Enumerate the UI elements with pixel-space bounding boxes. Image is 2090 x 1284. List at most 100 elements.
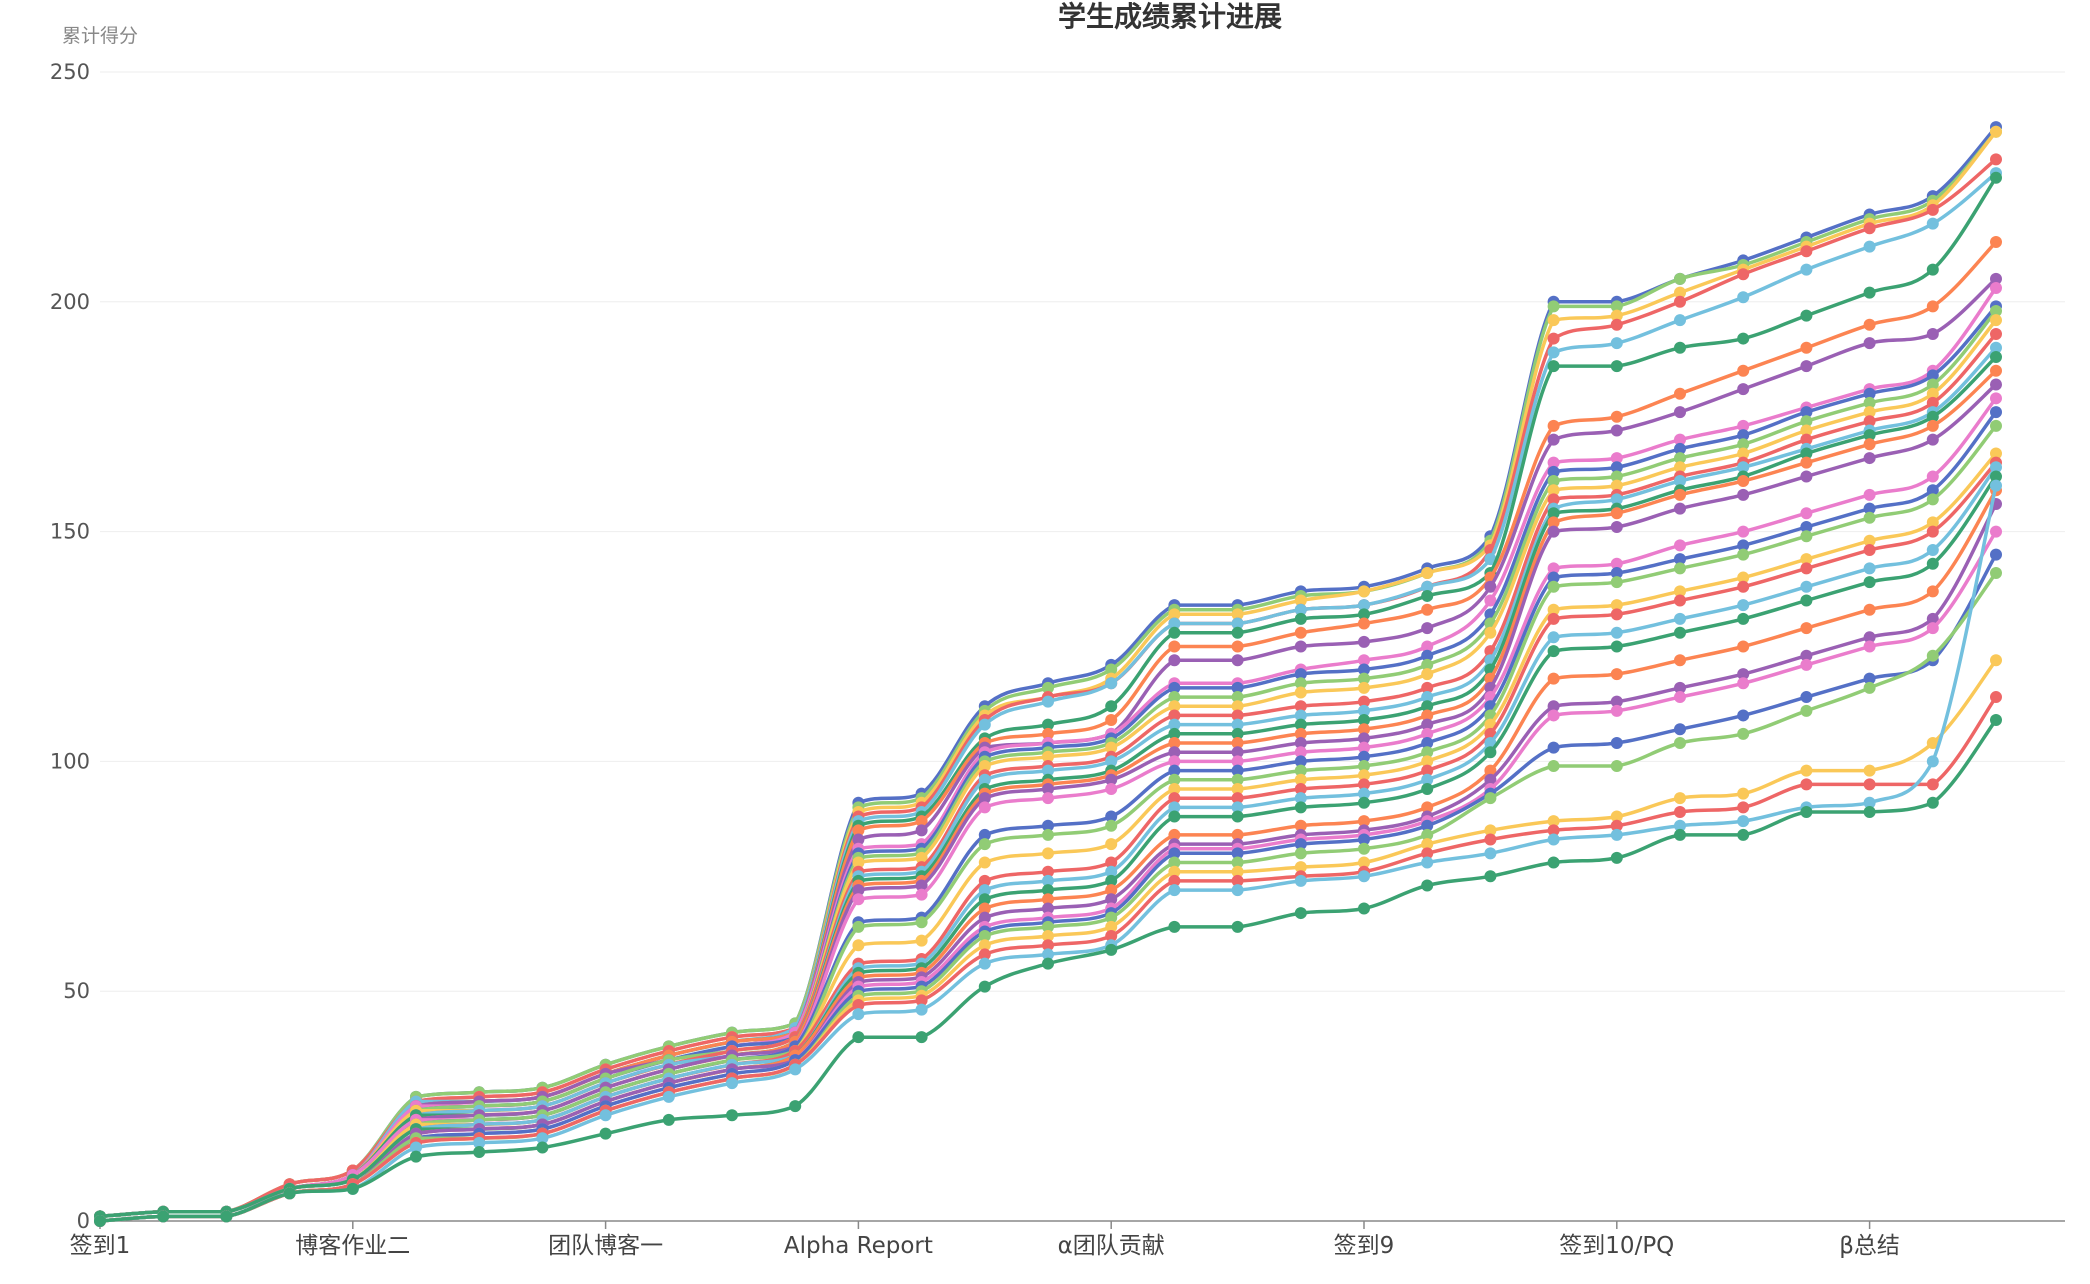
data-point[interactable] [1294, 838, 1307, 851]
data-point[interactable] [1800, 507, 1813, 520]
data-point[interactable] [1674, 792, 1686, 805]
data-point[interactable] [1863, 452, 1876, 465]
data-point[interactable] [1042, 920, 1054, 933]
data-point[interactable] [1800, 470, 1813, 483]
data-point[interactable] [410, 1141, 422, 1154]
data-point[interactable] [1105, 663, 1118, 676]
data-point[interactable] [1358, 704, 1370, 717]
data-point[interactable] [1737, 438, 1750, 451]
data-point[interactable] [1042, 957, 1054, 970]
data-point[interactable] [1737, 612, 1750, 625]
data-point[interactable] [915, 851, 928, 864]
data-point[interactable] [978, 884, 991, 897]
data-point[interactable] [1800, 649, 1813, 662]
data-point[interactable] [1547, 525, 1560, 538]
data-point[interactable] [1358, 833, 1370, 846]
data-point[interactable] [1990, 350, 2002, 363]
data-point[interactable] [346, 1182, 359, 1195]
data-point[interactable] [1990, 461, 2002, 474]
data-point[interactable] [1990, 236, 2002, 249]
data-point[interactable] [1547, 516, 1560, 529]
data-point[interactable] [1231, 865, 1244, 878]
data-point[interactable] [1863, 631, 1876, 644]
data-point[interactable] [1990, 525, 2002, 538]
data-point[interactable] [1168, 681, 1181, 694]
data-point[interactable] [1168, 874, 1181, 887]
data-point[interactable] [1358, 585, 1370, 598]
data-point[interactable] [1231, 773, 1244, 786]
data-point[interactable] [1610, 810, 1623, 823]
data-point[interactable] [1484, 833, 1497, 846]
data-point[interactable] [1610, 300, 1623, 313]
data-point[interactable] [1358, 663, 1370, 676]
data-point[interactable] [1168, 865, 1181, 878]
data-point[interactable] [1168, 654, 1181, 667]
data-point[interactable] [1231, 737, 1244, 750]
data-point[interactable] [1926, 470, 1939, 483]
data-point[interactable] [1042, 828, 1054, 841]
data-point[interactable] [1863, 805, 1876, 818]
data-point[interactable] [1610, 695, 1623, 708]
data-point[interactable] [1737, 828, 1750, 841]
data-point[interactable] [978, 828, 991, 841]
data-point[interactable] [1674, 626, 1686, 639]
data-point[interactable] [1926, 612, 1939, 625]
data-point[interactable] [1610, 424, 1623, 437]
data-point[interactable] [1105, 810, 1118, 823]
data-point[interactable] [1168, 810, 1181, 823]
data-point[interactable] [1610, 599, 1623, 612]
data-point[interactable] [1863, 415, 1876, 428]
data-point[interactable] [1863, 396, 1876, 409]
data-point[interactable] [1358, 815, 1370, 828]
data-point[interactable] [915, 824, 928, 837]
data-point[interactable] [473, 1146, 486, 1159]
data-point[interactable] [1610, 337, 1623, 350]
data-point[interactable] [1926, 484, 1939, 497]
data-point[interactable] [1294, 686, 1307, 699]
data-point[interactable] [978, 856, 991, 869]
data-point[interactable] [1042, 930, 1054, 943]
data-point[interactable] [1610, 608, 1623, 621]
data-point[interactable] [1168, 782, 1181, 795]
data-point[interactable] [978, 948, 991, 961]
data-point[interactable] [1990, 314, 2002, 327]
data-point[interactable] [1484, 847, 1497, 860]
data-point[interactable] [1863, 438, 1876, 451]
data-point[interactable] [1168, 718, 1181, 731]
data-point[interactable] [1674, 341, 1686, 354]
data-point[interactable] [1800, 521, 1813, 534]
data-point[interactable] [1926, 778, 1939, 791]
data-point[interactable] [1421, 828, 1434, 841]
data-point[interactable] [1168, 792, 1181, 805]
data-point[interactable] [1105, 773, 1118, 786]
data-point[interactable] [1168, 617, 1181, 630]
data-point[interactable] [1610, 704, 1623, 717]
data-point[interactable] [1926, 263, 1939, 276]
data-point[interactable] [1231, 884, 1244, 897]
data-point[interactable] [662, 1090, 675, 1103]
data-point[interactable] [1358, 870, 1370, 883]
data-point[interactable] [1926, 396, 1939, 409]
data-point[interactable] [1737, 599, 1750, 612]
data-point[interactable] [1610, 737, 1623, 750]
data-point[interactable] [1863, 429, 1876, 442]
data-point[interactable] [1168, 828, 1181, 841]
data-point[interactable] [1990, 153, 2002, 166]
data-point[interactable] [283, 1187, 296, 1200]
data-point[interactable] [1610, 507, 1623, 520]
data-point[interactable] [1926, 300, 1939, 313]
data-point[interactable] [1105, 893, 1118, 906]
data-point[interactable] [1926, 378, 1939, 391]
data-point[interactable] [1231, 847, 1244, 860]
data-point[interactable] [1547, 507, 1560, 520]
data-point[interactable] [1610, 828, 1623, 841]
data-point[interactable] [1737, 668, 1750, 681]
data-point[interactable] [1737, 461, 1750, 474]
data-point[interactable] [1990, 304, 2002, 317]
data-point[interactable] [1105, 677, 1118, 690]
data-point[interactable] [1042, 764, 1054, 777]
data-point[interactable] [1800, 309, 1813, 322]
data-point[interactable] [1294, 819, 1307, 832]
data-point[interactable] [1231, 718, 1244, 731]
data-point[interactable] [1294, 874, 1307, 887]
